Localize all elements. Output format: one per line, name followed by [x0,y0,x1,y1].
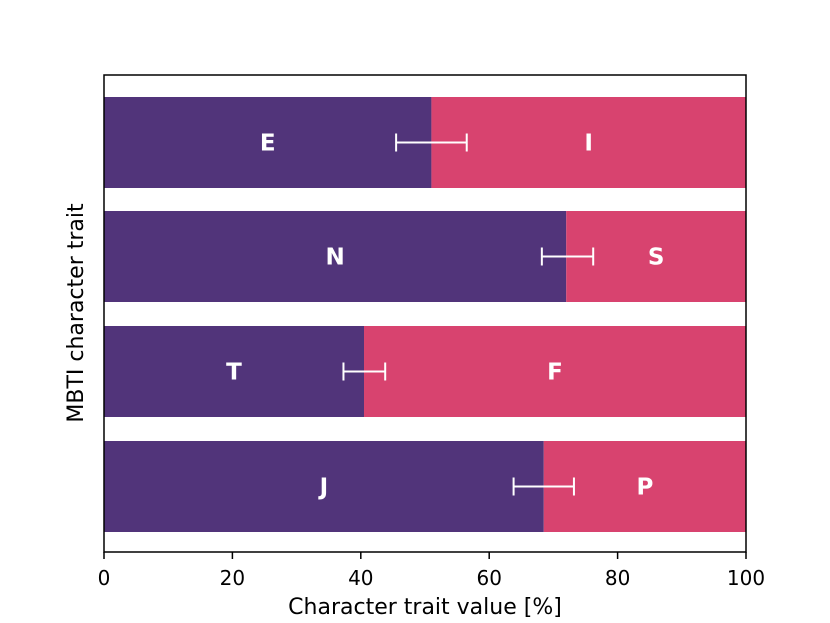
y-axis-label: MBTI character trait [64,203,89,423]
bar-label-left-t: T [226,360,242,386]
bar-label-left-n: N [325,245,344,271]
bars-layer [104,97,746,532]
bar-left-n [104,211,567,302]
plot-frame [103,74,747,553]
x-tick-label-40: 40 [348,566,373,590]
x-axis-ticks: 0 20 40 60 80 100 [98,552,765,590]
x-tick-label-100: 100 [727,566,765,590]
bar-right-p [543,441,746,532]
x-tick-label-0: 0 [98,566,111,590]
x-axis-label: Character trait value [%] [288,595,562,620]
bar-left-e [104,97,432,188]
bar-label-left-j: J [318,475,329,501]
bar-left-j [104,441,544,532]
x-tick-label-60: 60 [476,566,501,590]
bar-labels-layer: E I N S T F J P [226,131,664,501]
bar-right-s [566,211,746,302]
bar-left-t [104,326,365,417]
bar-right-f [364,326,746,417]
bar-label-right-s: S [648,245,665,271]
error-bars-layer [342,133,595,496]
x-tick-label-80: 80 [605,566,630,590]
bar-label-right-i: I [584,131,593,157]
bar-label-right-p: P [636,475,653,501]
x-tick-label-20: 20 [220,566,245,590]
bar-label-left-e: E [260,131,276,157]
bar-label-right-f: F [547,360,563,386]
bar-right-i [431,97,746,188]
